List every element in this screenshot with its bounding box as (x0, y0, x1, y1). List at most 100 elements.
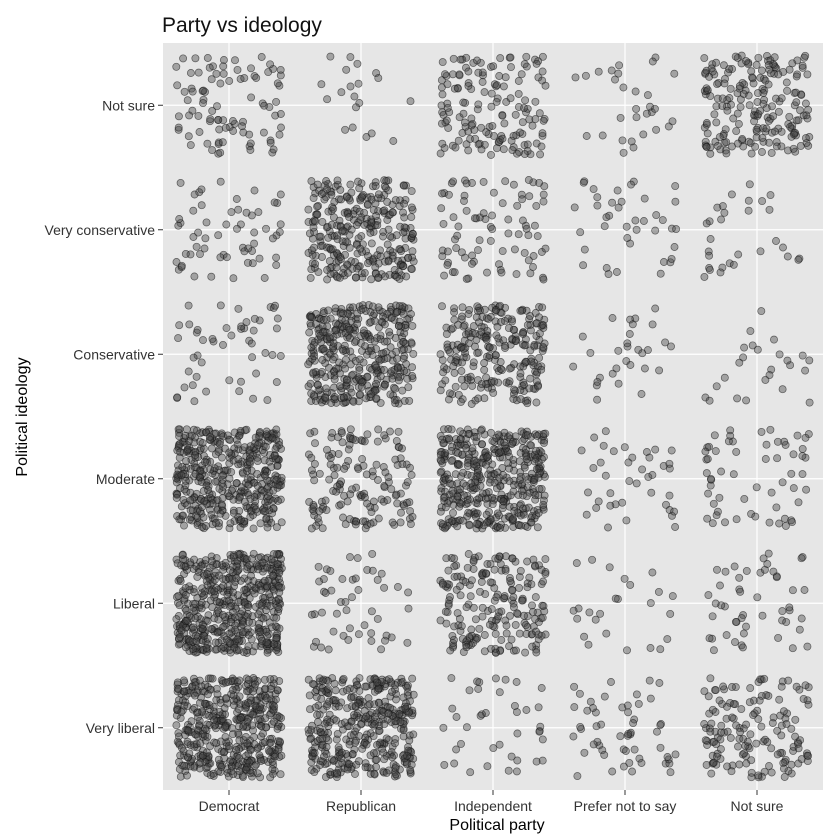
data-point (596, 458, 605, 467)
data-point (596, 609, 605, 618)
data-point (336, 185, 345, 194)
data-point (273, 314, 282, 323)
data-point (474, 100, 483, 109)
data-point (341, 355, 350, 364)
data-point (233, 65, 242, 74)
data-point (728, 713, 737, 722)
data-point (456, 55, 465, 64)
data-point (342, 606, 351, 615)
data-point (464, 67, 473, 76)
data-point (533, 523, 542, 532)
data-point (405, 396, 414, 405)
data-point (366, 228, 375, 237)
data-point (700, 720, 709, 728)
data-point (506, 611, 514, 620)
data-point (475, 624, 484, 633)
data-point (394, 376, 403, 385)
data-point (219, 623, 227, 632)
data-point (211, 477, 220, 486)
data-point (525, 573, 534, 582)
data-point (385, 331, 394, 340)
data-point (402, 360, 411, 368)
chart-title: Party vs ideology (162, 14, 322, 37)
data-point (264, 68, 273, 77)
data-point (370, 700, 379, 709)
data-point (351, 258, 360, 267)
data-point (754, 715, 763, 724)
data-point (263, 648, 272, 657)
data-point (306, 735, 315, 743)
data-point (756, 247, 765, 256)
data-point (533, 431, 542, 440)
data-point (458, 303, 467, 312)
data-point (382, 768, 391, 777)
data-point (722, 631, 731, 640)
data-point (328, 245, 337, 254)
data-point (246, 745, 255, 754)
data-point (188, 381, 197, 390)
data-point (758, 148, 766, 156)
data-point (757, 427, 766, 436)
data-point (638, 349, 647, 358)
data-point (332, 609, 341, 618)
data-point (232, 745, 241, 754)
data-point (321, 589, 330, 597)
data-point (629, 719, 638, 728)
data-point (465, 305, 474, 314)
data-point (604, 270, 613, 279)
data-point (257, 757, 265, 765)
data-point (455, 460, 464, 469)
data-point (247, 93, 256, 102)
data-point (263, 396, 272, 405)
data-point (215, 440, 224, 449)
data-point (366, 519, 375, 528)
data-point (656, 721, 665, 730)
data-point (184, 367, 193, 376)
data-point (272, 324, 281, 333)
data-point (594, 497, 603, 506)
data-point (450, 554, 459, 563)
data-point (469, 456, 478, 465)
data-point (260, 685, 269, 694)
data-point (742, 720, 751, 729)
data-point (174, 221, 183, 230)
data-point (497, 317, 505, 326)
data-point (670, 243, 679, 251)
data-point (273, 686, 282, 695)
data-point (356, 244, 365, 253)
data-point (529, 263, 537, 271)
data-point (470, 214, 479, 223)
data-point (580, 748, 589, 757)
data-point (483, 518, 492, 527)
data-point (387, 313, 396, 322)
data-point (221, 732, 230, 741)
data-point (346, 180, 355, 189)
data-point (270, 198, 279, 207)
data-point (348, 434, 357, 443)
data-point (360, 621, 369, 630)
data-point (344, 635, 353, 644)
data-point (800, 586, 809, 594)
data-point (235, 744, 244, 753)
data-point (195, 759, 204, 768)
y-axis-title: Political ideology (14, 357, 31, 476)
data-point (266, 773, 275, 782)
data-point (263, 523, 272, 532)
data-point (376, 398, 385, 407)
data-point (206, 674, 215, 683)
data-point (345, 740, 354, 749)
data-point (174, 112, 183, 121)
data-point (509, 131, 518, 140)
data-point (380, 583, 389, 592)
data-point (404, 253, 413, 262)
data-point (337, 88, 346, 97)
data-point (329, 355, 337, 364)
data-point (605, 211, 614, 220)
data-point (185, 111, 194, 120)
data-point (404, 604, 413, 613)
data-point (222, 693, 231, 702)
data-point (232, 195, 241, 203)
data-point (715, 133, 724, 142)
data-point (606, 489, 615, 498)
data-point (459, 479, 468, 488)
